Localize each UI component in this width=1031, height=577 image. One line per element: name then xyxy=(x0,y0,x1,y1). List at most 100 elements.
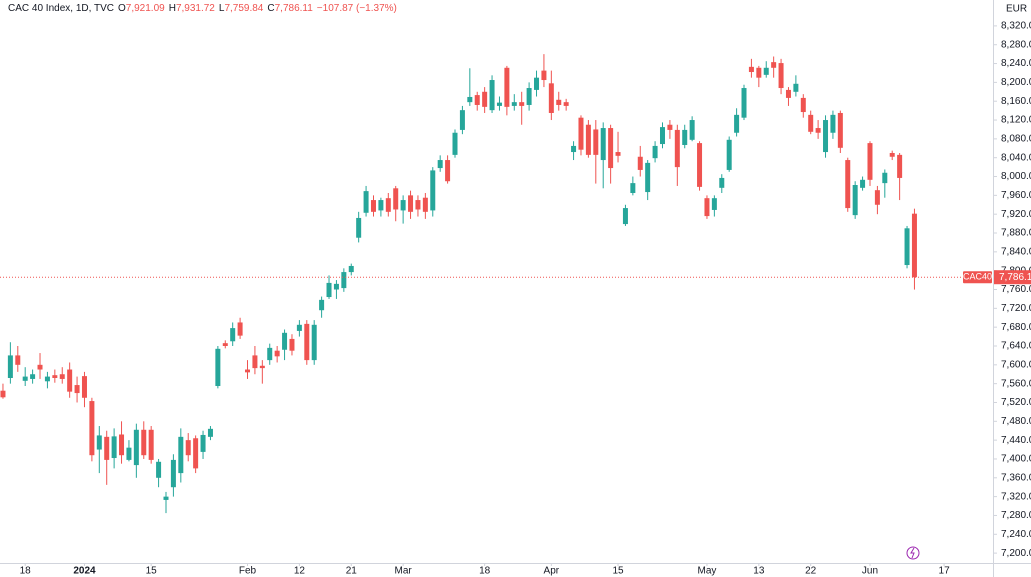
candle-body xyxy=(222,343,228,346)
y-tick-label: 8,120.00 xyxy=(1001,115,1031,126)
candle-body xyxy=(148,429,154,460)
candle-body xyxy=(556,99,562,105)
y-tick-label: 8,200.00 xyxy=(1001,77,1031,88)
candle-body xyxy=(519,102,525,106)
candle-body xyxy=(756,67,762,78)
candle-body xyxy=(674,129,680,168)
y-tick-label: 7,640.00 xyxy=(1001,341,1031,352)
candle-body xyxy=(778,63,784,89)
candle-body xyxy=(30,374,36,379)
candle-body xyxy=(467,96,473,103)
candle-body xyxy=(230,328,236,342)
y-tick-label: 7,920.00 xyxy=(1001,209,1031,220)
candle-body xyxy=(689,120,695,140)
y-tick-label: 7,520.00 xyxy=(1001,397,1031,408)
candle-body xyxy=(178,436,184,474)
candle-body xyxy=(659,127,665,145)
candle-body xyxy=(259,365,265,369)
y-tick-label: 8,040.00 xyxy=(1001,152,1031,163)
candle-body xyxy=(534,77,540,90)
candle-body xyxy=(267,347,273,361)
x-tick-label: 18 xyxy=(479,566,491,577)
candle-body xyxy=(7,355,13,379)
ohlc-value: 7,786.11 xyxy=(275,3,314,14)
y-tick-label: 7,560.00 xyxy=(1001,378,1031,389)
candle-body xyxy=(170,459,176,488)
candle-body xyxy=(185,440,191,456)
candle-body xyxy=(245,369,251,373)
candle-body xyxy=(141,429,147,456)
y-tick-label: 7,760.00 xyxy=(1001,284,1031,295)
x-tick-label: 21 xyxy=(346,566,358,577)
candle-body xyxy=(630,183,636,194)
candle-body xyxy=(748,66,754,73)
candle-body xyxy=(622,208,628,225)
candle-body xyxy=(311,324,317,361)
candle-body xyxy=(474,95,480,105)
y-tick-label: 8,240.00 xyxy=(1001,58,1031,69)
candle-body xyxy=(111,436,117,459)
candle-body xyxy=(430,170,436,211)
candle-body xyxy=(37,364,43,370)
candle-body xyxy=(22,376,28,381)
last-price-tag-bg xyxy=(994,270,1031,285)
candle-body xyxy=(704,198,710,217)
candle-body xyxy=(593,129,599,155)
candle-body xyxy=(830,114,836,133)
candle-body xyxy=(296,324,302,331)
candle-body xyxy=(207,428,213,437)
candle-body xyxy=(415,200,421,210)
y-tick-label: 7,680.00 xyxy=(1001,322,1031,333)
x-tick-label: Jun xyxy=(862,566,878,577)
change: −107.87 (−1.37%) xyxy=(317,3,397,14)
candle-body xyxy=(89,401,95,456)
candle-body xyxy=(348,265,354,273)
y-tick-label: 7,880.00 xyxy=(1001,228,1031,239)
x-tick-label: 15 xyxy=(612,566,624,577)
candle-body xyxy=(823,120,829,153)
candle-body xyxy=(645,162,651,193)
candle-body xyxy=(319,299,325,311)
candle-body xyxy=(852,184,858,216)
candle-body xyxy=(445,160,451,182)
last-price-tag: 7,786.11 xyxy=(999,272,1031,283)
ohlc-key: C xyxy=(267,3,274,14)
candle-body xyxy=(452,132,458,155)
y-tick-label: 7,720.00 xyxy=(1001,303,1031,314)
candle-body xyxy=(845,160,851,209)
x-tick-label: Mar xyxy=(395,566,413,577)
candle-body xyxy=(52,375,58,379)
y-tick-label: 7,320.00 xyxy=(1001,491,1031,502)
y-tick-label: 7,480.00 xyxy=(1001,416,1031,427)
candle-body xyxy=(163,496,169,500)
candle-body xyxy=(734,114,740,133)
candle-body xyxy=(667,124,673,130)
x-tick-label: 22 xyxy=(805,566,817,577)
y-tick-label: 7,960.00 xyxy=(1001,190,1031,201)
ohlc-value: 7,931.72 xyxy=(176,3,215,14)
y-tick-label: 8,160.00 xyxy=(1001,96,1031,107)
candle-body xyxy=(837,112,843,148)
candle-body xyxy=(548,83,554,113)
candle-body xyxy=(741,88,747,118)
candle-body xyxy=(711,198,717,210)
candle-body xyxy=(697,143,703,187)
candle-body xyxy=(96,435,102,450)
ohlc-key: L xyxy=(219,3,225,14)
candle-body xyxy=(274,350,280,357)
symbol-tag: CAC40 xyxy=(963,272,992,282)
x-tick-label: 17 xyxy=(939,566,951,577)
x-tick-label: 12 xyxy=(294,566,306,577)
candle-body xyxy=(482,91,488,107)
candle-body xyxy=(326,282,332,298)
y-tick-label: 7,840.00 xyxy=(1001,246,1031,257)
candle-body xyxy=(422,197,428,212)
candle-body xyxy=(67,369,73,392)
candle-body xyxy=(571,145,577,153)
candle-body xyxy=(882,172,888,184)
candle-body xyxy=(304,323,310,361)
candle-body xyxy=(637,156,643,170)
y-tick-label: 7,600.00 xyxy=(1001,359,1031,370)
